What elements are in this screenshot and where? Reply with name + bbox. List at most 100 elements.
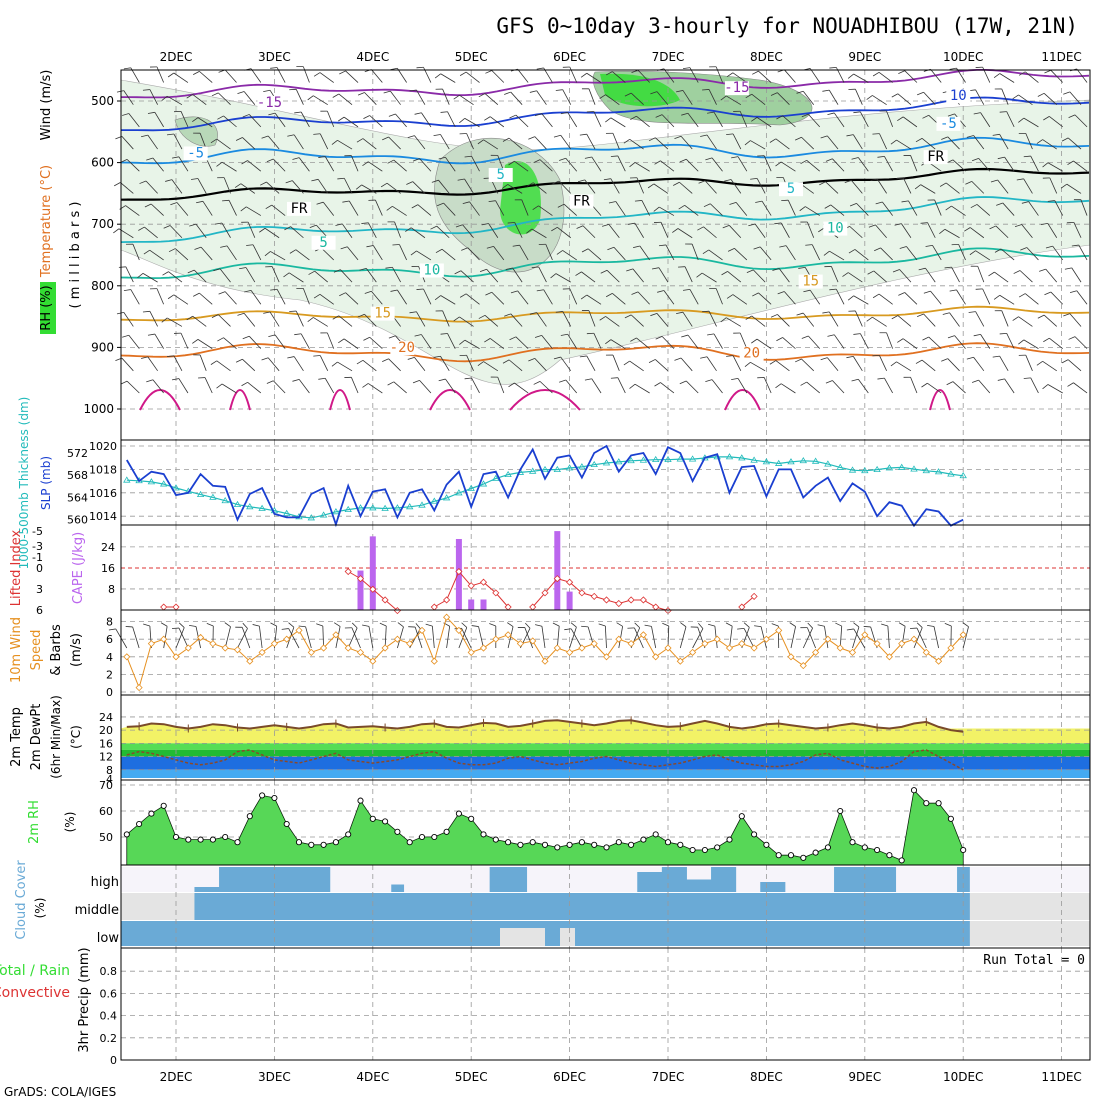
wind-barb <box>192 117 199 123</box>
wind-barb <box>242 358 256 372</box>
wind-barb <box>268 112 276 116</box>
wind-barb <box>368 383 383 394</box>
wind-barb <box>898 292 905 296</box>
wind-barb <box>756 178 766 194</box>
wind-barb <box>1018 339 1025 345</box>
wind-barb <box>302 66 310 83</box>
cloud-cell <box>711 921 724 946</box>
wind-barb-10m <box>252 624 260 627</box>
cloud-cell <box>329 921 343 946</box>
wind-barb <box>607 246 615 251</box>
wind-barb <box>763 377 772 394</box>
cloud-cell <box>465 893 478 920</box>
wind-barb <box>536 289 544 292</box>
wind-barb <box>313 133 321 135</box>
wind-barb <box>973 333 981 337</box>
wind-barb <box>842 272 849 277</box>
rh-point <box>664 839 672 846</box>
cloud-cell <box>846 893 860 920</box>
thickness-point <box>688 455 697 462</box>
rh-point <box>947 815 954 822</box>
wind-barb <box>1049 116 1063 128</box>
wind-barb-10m <box>853 622 860 628</box>
wind-barb <box>993 73 1000 79</box>
contour-label: -5 <box>187 145 204 161</box>
wind-barb <box>220 245 228 248</box>
wind-barb <box>798 266 806 269</box>
wind-barb <box>467 247 480 261</box>
wind-barb <box>674 135 682 139</box>
wind-barb <box>978 158 991 172</box>
li-line <box>741 596 755 608</box>
wind-barb <box>1068 336 1076 340</box>
wind-barb <box>1013 270 1021 274</box>
cloud-cell <box>514 893 528 920</box>
wind-barb <box>484 338 491 343</box>
wind-barb <box>223 177 231 194</box>
wind-barb <box>552 180 560 185</box>
wind-barb <box>608 224 620 238</box>
wind-barb <box>588 88 596 105</box>
wind-barb-10m <box>143 623 150 627</box>
cloud-cell <box>784 893 798 920</box>
wind-barb <box>168 248 176 253</box>
wind-barb <box>156 66 165 83</box>
wind-barb <box>194 246 202 250</box>
wind-barb <box>648 359 656 363</box>
wind-barb <box>879 133 887 150</box>
cloud-cell <box>895 921 909 946</box>
wind-barb <box>1023 155 1031 158</box>
thickness-point <box>811 457 820 464</box>
wind-barb <box>575 271 582 276</box>
cloud-cell <box>231 921 245 946</box>
wind-barb <box>1004 378 1015 394</box>
wind-barb-10m <box>298 625 306 628</box>
li-line <box>532 578 669 612</box>
wind-barb <box>825 380 833 384</box>
wind-barb <box>186 315 193 321</box>
wind-barb <box>357 92 365 96</box>
wind-speed-point <box>750 644 758 652</box>
wind-barb <box>1023 117 1039 128</box>
wind-barb <box>676 90 684 93</box>
wind-barb <box>1073 160 1088 172</box>
wind-barb <box>560 112 568 115</box>
wind-barb <box>1069 313 1082 327</box>
wind-barb <box>680 135 693 150</box>
wind-barb <box>145 180 158 194</box>
wind-barb <box>775 360 790 372</box>
wind-barb <box>252 244 262 261</box>
wind-speed-point <box>578 644 586 652</box>
wind-barb <box>1006 333 1015 349</box>
wind-barb <box>217 115 224 120</box>
slp-tick-label: 1020 <box>89 440 117 453</box>
wind-barb <box>624 92 632 97</box>
wind-barb <box>951 205 966 216</box>
wind-barb <box>481 223 489 226</box>
rh-tick-label: 70 <box>99 779 113 792</box>
date-axis-bottom: 2DEC 3DEC 4DEC 5DEC 6DEC 7DEC 8DEC 9DEC 10DEC 11D… <box>160 1070 1082 1084</box>
wind-barb <box>1019 270 1033 283</box>
wind-barb <box>605 94 620 106</box>
wind-barb <box>780 383 796 394</box>
cloud-cell <box>723 867 737 892</box>
wind-speed-point <box>959 631 967 639</box>
wind-barb <box>319 133 329 150</box>
cloud-cell <box>255 921 269 946</box>
wind-barb <box>140 134 148 138</box>
cloud-cell <box>957 867 970 892</box>
wind-barb-10m <box>379 622 387 627</box>
wind-barb <box>294 111 302 114</box>
wind-barb <box>241 381 248 387</box>
cloud-cell <box>231 867 245 892</box>
slp-axis-label: SLP (mb) <box>39 456 53 510</box>
isotherm-line <box>120 167 1090 201</box>
wind-barb <box>704 180 717 194</box>
precip-axis-label: 3hr Precip (mm) <box>77 947 92 1052</box>
cloud-cell <box>735 893 749 920</box>
wind-barb <box>932 245 942 261</box>
wind-barb <box>388 358 401 372</box>
contour-label-bg <box>183 146 208 161</box>
wind-barb <box>165 179 173 182</box>
wind-barb <box>1016 178 1024 181</box>
